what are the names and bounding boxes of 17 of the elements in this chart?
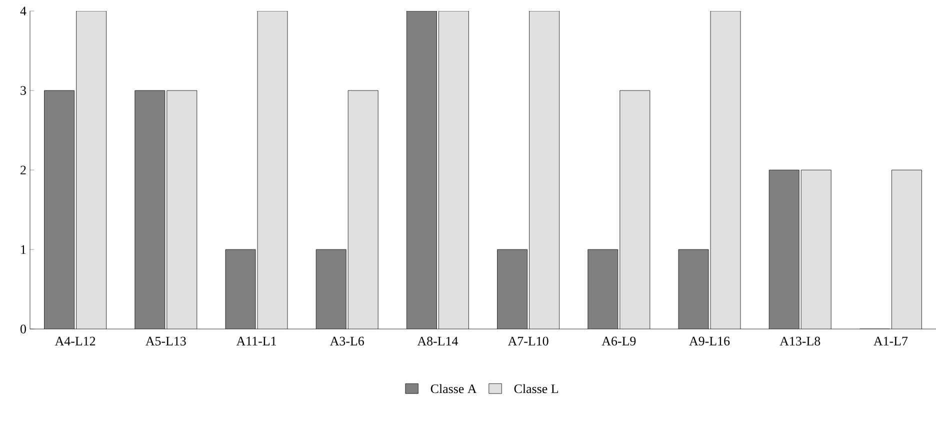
y-tick-label: 3 [20,86,26,95]
x-tick-label: A7-L10 [508,336,548,346]
x-tick-label: A4-L12 [54,336,96,346]
x-tick-label: A11-L1 [236,336,276,346]
x-tick-label: A8-L14 [417,336,458,346]
legend-label: Classe L [514,384,558,394]
x-tick-label: A5-L13 [146,336,186,346]
legend-label: Classe A [430,384,477,394]
x-tick-label: A3-L6 [330,336,364,346]
y-tick-label: 1 [21,245,26,254]
x-tick-label: A13-L8 [780,336,820,346]
y-tick-label: 0 [20,324,26,334]
x-tick-label: A1-L7 [874,336,908,346]
y-tick-label: 4 [20,6,26,16]
y-tick-label: 2 [20,166,26,174]
x-tick-label: A9-L16 [689,336,730,346]
x-tick-label: A6-L9 [602,336,636,346]
